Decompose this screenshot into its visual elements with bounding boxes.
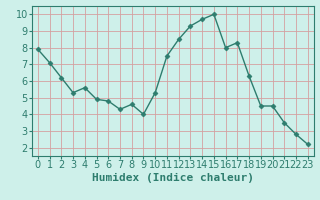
X-axis label: Humidex (Indice chaleur): Humidex (Indice chaleur) [92, 173, 254, 183]
